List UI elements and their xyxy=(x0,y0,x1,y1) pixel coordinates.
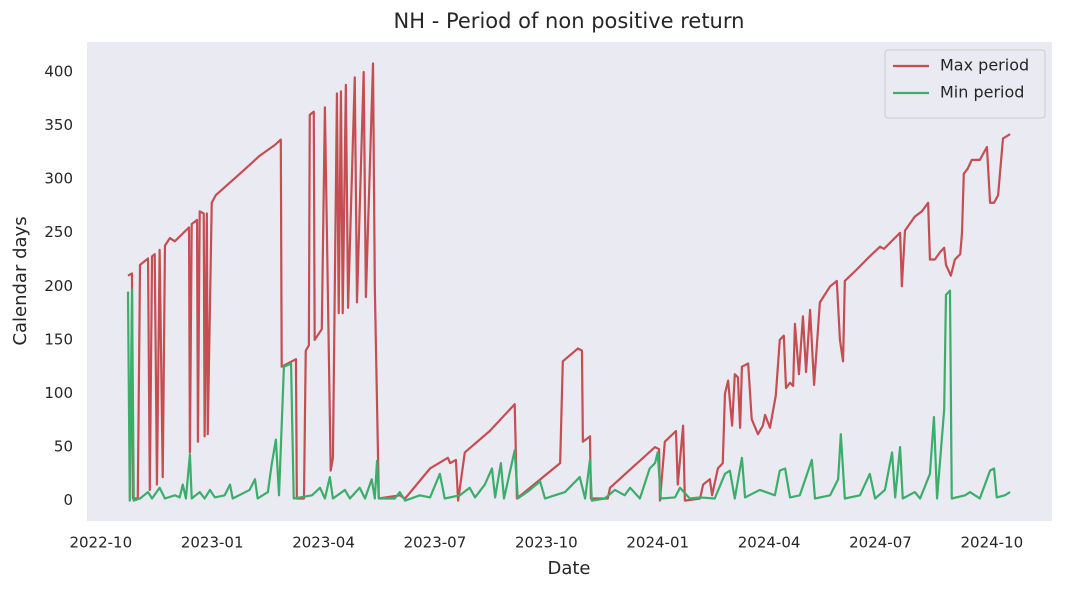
y-tick-label: 50 xyxy=(54,438,73,456)
y-axis-label: Calendar days xyxy=(10,216,31,345)
y-tick-label: 350 xyxy=(44,116,73,134)
y-tick-label: 100 xyxy=(44,384,73,402)
y-tick-label: 250 xyxy=(44,223,73,241)
legend: Max period Min period xyxy=(884,49,1046,119)
x-tick-label: 2024-07 xyxy=(849,534,912,552)
x-tick-label: 2023-04 xyxy=(292,534,355,552)
x-tick-label: 2024-10 xyxy=(961,534,1024,552)
x-tick-label: 2024-04 xyxy=(738,534,801,552)
y-tick-label: 0 xyxy=(63,491,73,509)
x-tick-label: 2023-07 xyxy=(404,534,467,552)
y-tick-label: 150 xyxy=(44,330,73,348)
legend-label: Max period xyxy=(940,56,1029,75)
chart-title: NH - Period of non positive return xyxy=(394,9,745,33)
x-tick-label: 2023-01 xyxy=(181,534,244,552)
y-tick-label: 200 xyxy=(44,277,73,295)
line-series xyxy=(127,62,1011,502)
x-axis-label: Date xyxy=(547,558,590,579)
y-tick-label: 300 xyxy=(44,170,73,188)
line-series xyxy=(126,288,1011,502)
x-tick-label: 2022-10 xyxy=(69,534,132,552)
y-tick-label: 400 xyxy=(44,63,73,81)
plot xyxy=(126,62,1011,502)
plot-area xyxy=(87,42,1052,521)
legend-label: Min period xyxy=(940,83,1024,102)
x-tick-label: 2024-01 xyxy=(626,534,689,552)
x-tick-label: 2023-10 xyxy=(515,534,578,552)
